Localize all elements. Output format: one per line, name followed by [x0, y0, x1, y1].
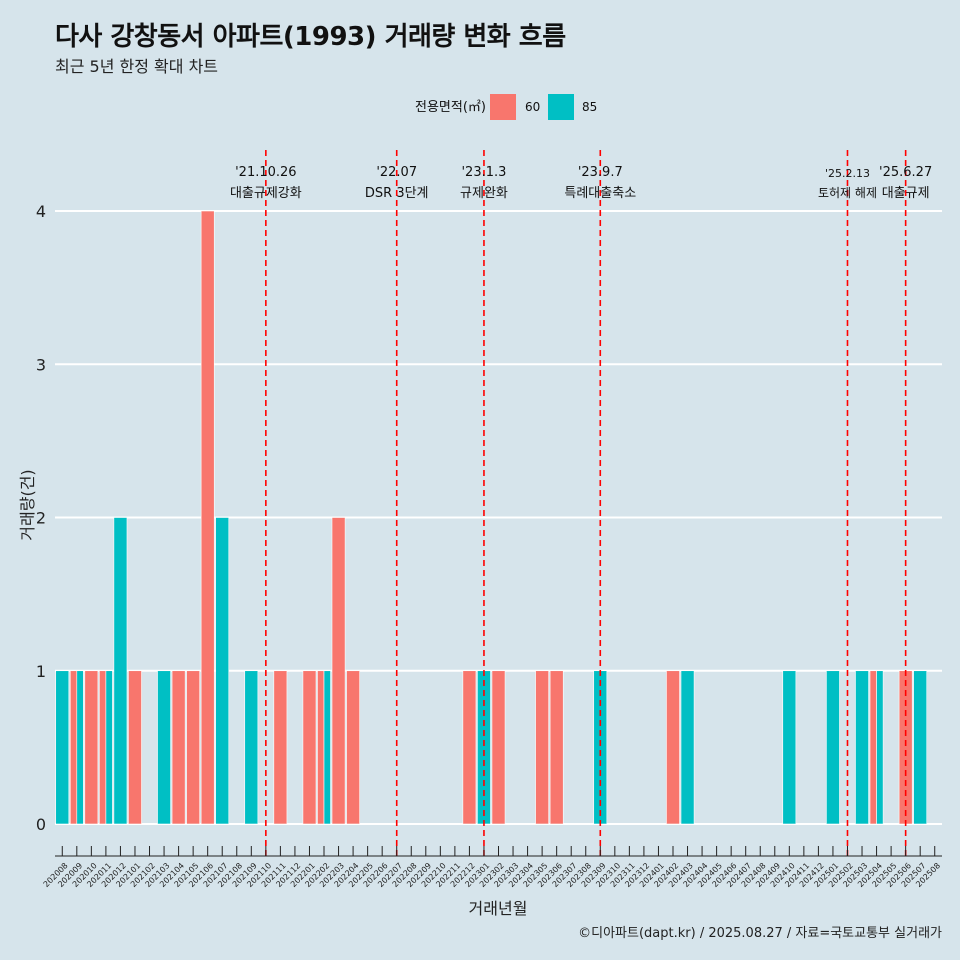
bar-85-202507: [913, 670, 928, 825]
bar-60-202111: [273, 670, 288, 825]
bar-85-202410: [782, 670, 797, 825]
bar-85-202011: [105, 670, 113, 825]
y-tick-label: 1: [36, 662, 46, 681]
bar-60-202212: [462, 670, 477, 825]
bar-60-202504: [869, 670, 877, 825]
bar-60-202402: [666, 670, 680, 825]
x-axis-label: 거래년월: [469, 899, 528, 918]
bar-85-202009: [76, 670, 84, 825]
bar-85-202202: [323, 670, 331, 825]
axes: 2020082020092020102020112020122021012021…: [42, 846, 942, 889]
bar-60-202106: [200, 210, 215, 825]
event-label-5: 대출규제: [882, 186, 930, 201]
event-date-1: '22.07: [376, 165, 417, 180]
y-tick-label: 3: [36, 355, 46, 374]
bar-85-202109: [244, 670, 259, 825]
y-tick-label: 4: [36, 202, 46, 221]
legend-title: 전용면적(㎡): [415, 100, 486, 115]
bar-60-202011: [99, 670, 107, 825]
bar-85-202504: [876, 670, 884, 825]
bar-85-202008: [55, 670, 70, 825]
bar-85-202501: [826, 670, 840, 825]
y-axis-label: 거래량(건): [18, 469, 37, 540]
legend: 전용면적(㎡) 60 85: [415, 94, 597, 120]
event-date-2: '23.1.3: [461, 165, 506, 180]
bars: [55, 210, 928, 825]
bar-60-202104: [171, 670, 186, 825]
event-lines: '21.10.26 대출규제강화 '22.07 DSR 3단계 '23.1.3 규제완화 '…: [230, 150, 932, 856]
y-tick-label: 2: [36, 509, 46, 528]
event-date-4: '25.2.13: [825, 167, 870, 180]
bar-60-202302: [491, 670, 506, 825]
event-label-2: 규제완화: [460, 186, 508, 201]
event-date-0: '21.10.26: [235, 165, 296, 180]
event-date-5: '25.6.27: [879, 165, 932, 180]
bar-60-202306: [549, 670, 564, 825]
chart-title: 다사 강창동서 아파트(1993) 거래량 변화 흐름: [55, 22, 566, 52]
legend-swatch-60: [490, 94, 516, 120]
bar-60-202305: [535, 670, 549, 825]
bar-85-202107: [215, 517, 230, 825]
event-label-0: 대출규제강화: [230, 186, 302, 201]
bar-60-202203: [331, 517, 346, 825]
bar-60-202101: [128, 670, 142, 825]
bar-60-202204: [346, 670, 360, 825]
legend-label-85: 85: [582, 100, 597, 114]
event-label-1: DSR 3단계: [365, 186, 429, 201]
bar-60-202010: [84, 670, 99, 825]
bar-60-202201: [302, 670, 317, 825]
y-tick-label: 0: [36, 815, 46, 834]
legend-swatch-85: [548, 94, 574, 120]
bar-85-202403: [680, 670, 695, 825]
event-date-3: '23.9.7: [578, 165, 623, 180]
legend-label-60: 60: [525, 100, 540, 114]
bar-85-202012: [113, 517, 128, 825]
chart-subtitle: 최근 5년 한정 확대 차트: [55, 57, 219, 76]
event-label-3: 특례대출축소: [564, 186, 636, 201]
bar-60-202009: [69, 670, 78, 825]
chart-caption: ©디아파트(dapt.kr) / 2025.08.27 / 자료=국토교통부 실…: [578, 926, 942, 941]
bar-85-202103: [157, 670, 171, 825]
event-label-4: 토허제 해제: [818, 186, 877, 200]
bar-60-202105: [186, 670, 200, 825]
bar-60-202202: [317, 670, 325, 825]
bar-85-202503: [855, 670, 869, 825]
